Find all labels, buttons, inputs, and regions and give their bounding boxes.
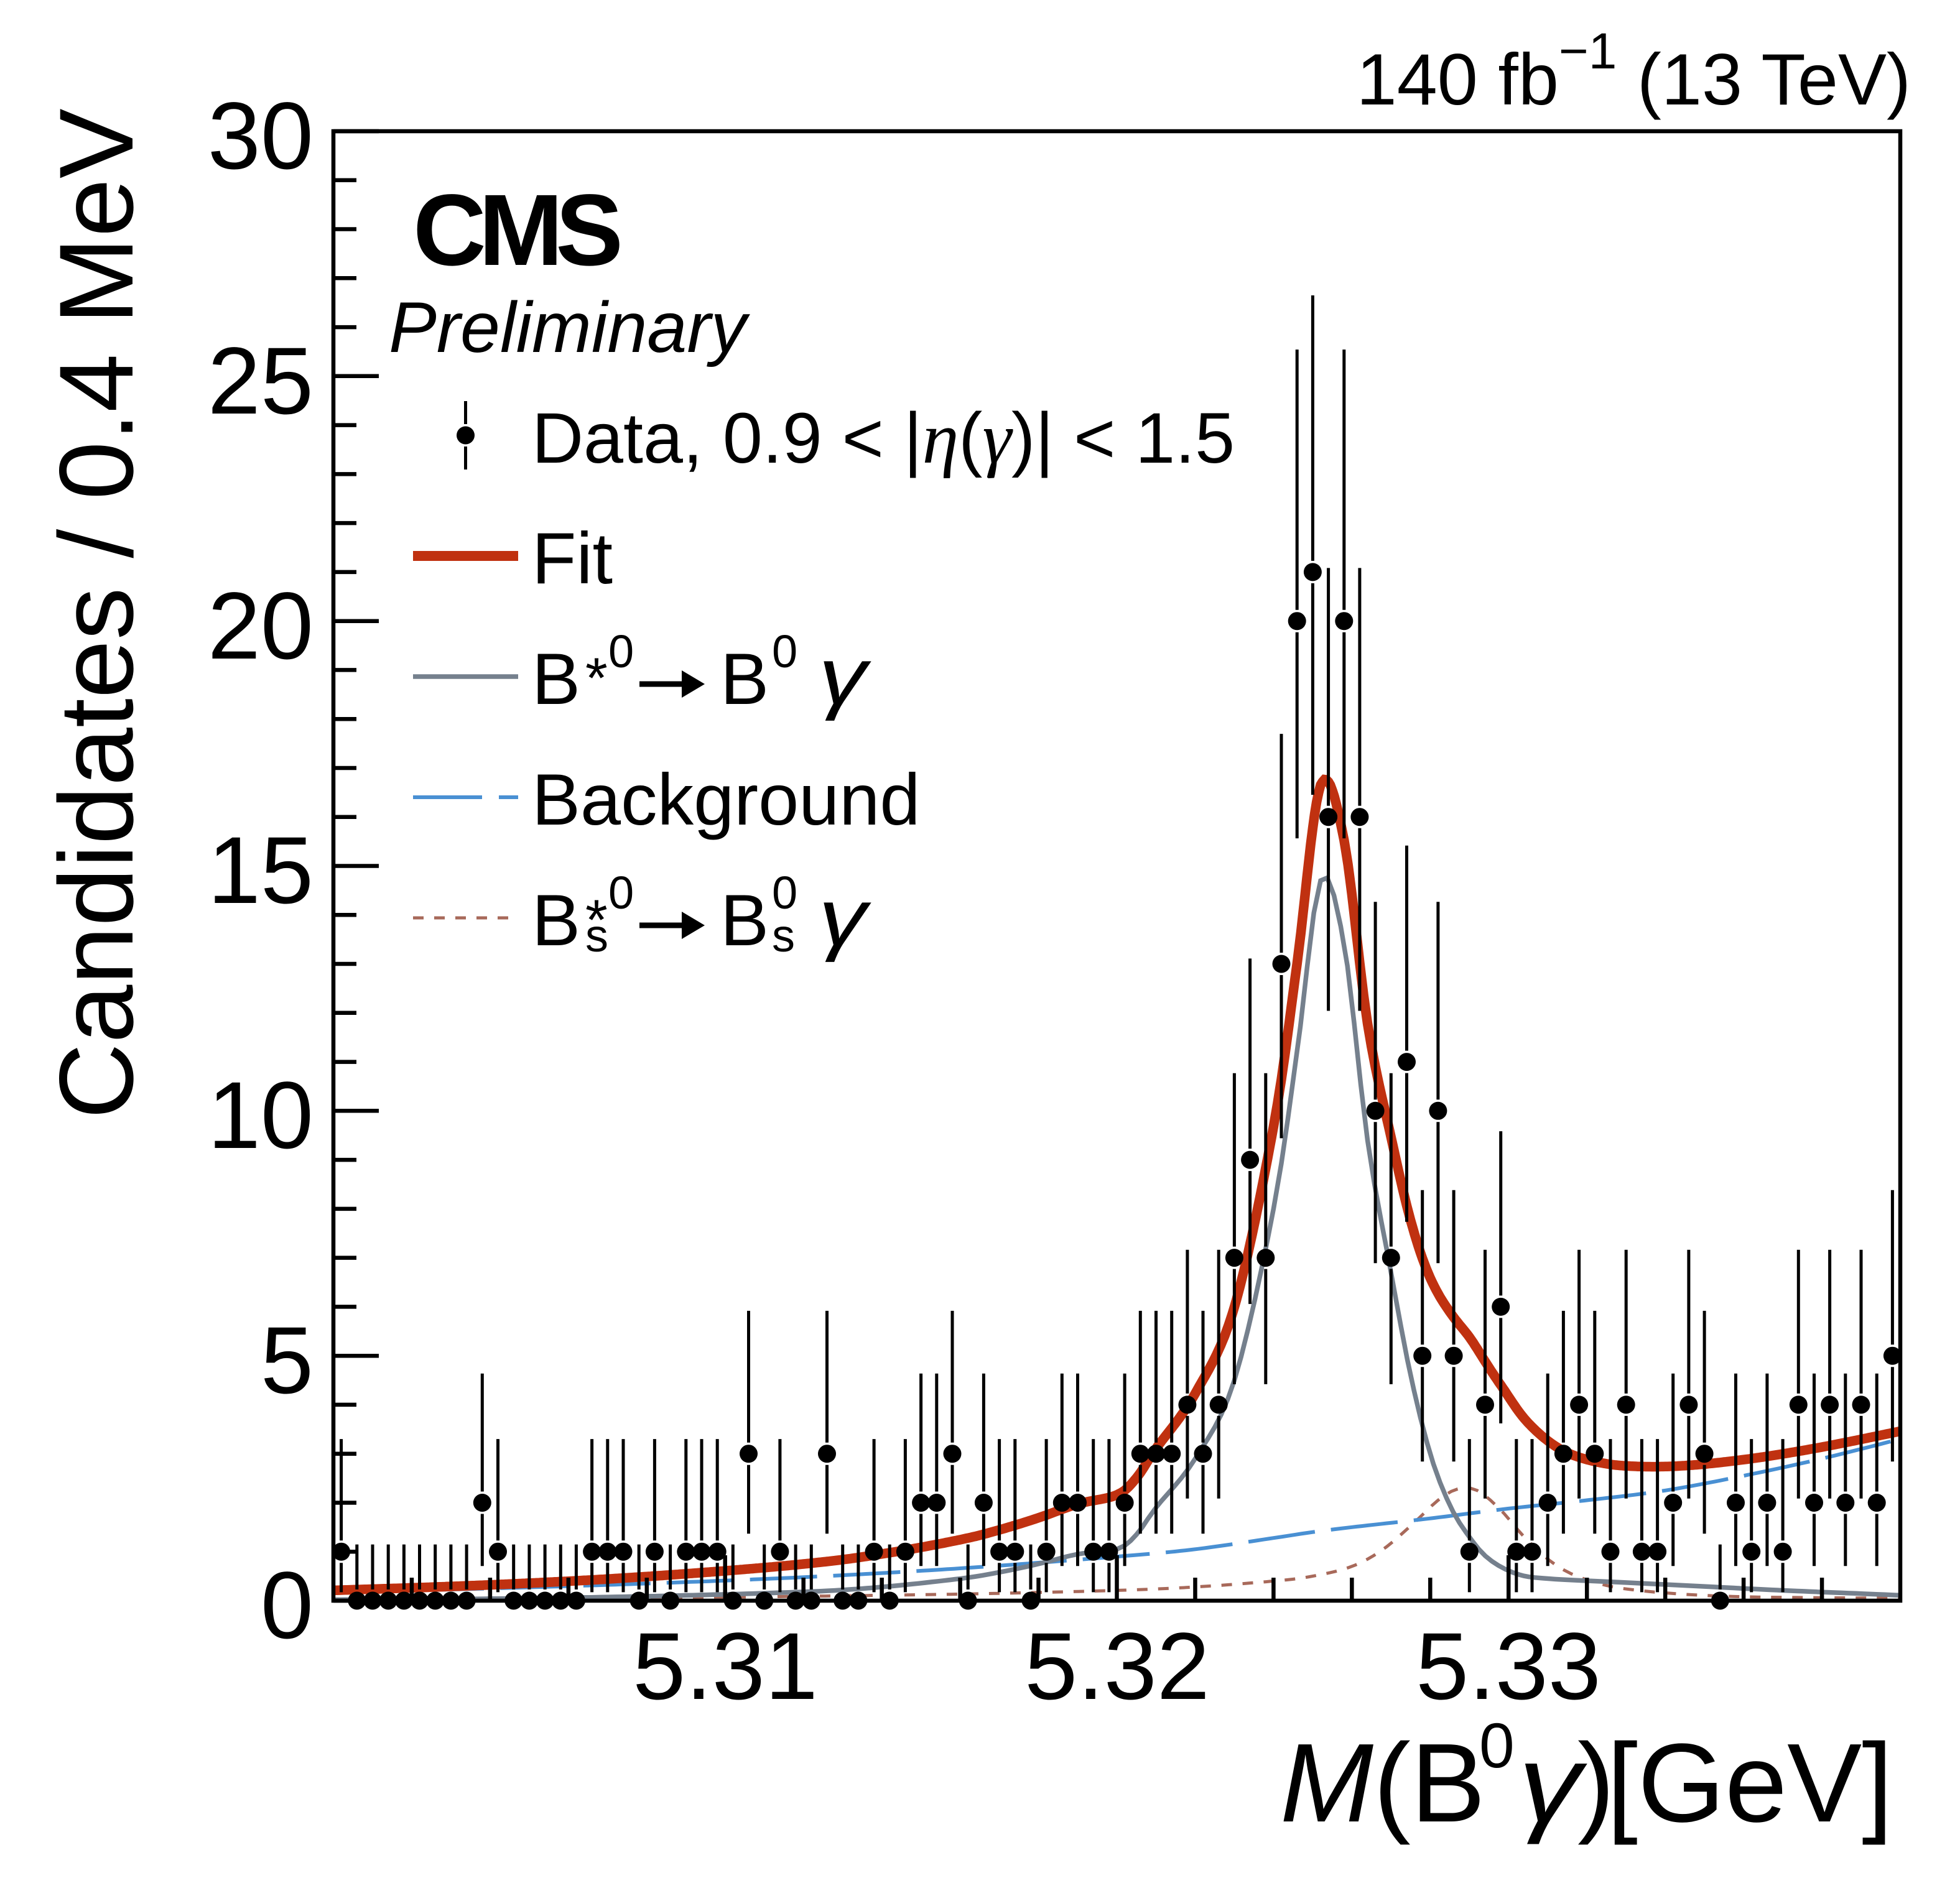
svg-text:0: 0	[608, 626, 634, 677]
svg-text:γ: γ	[819, 632, 872, 722]
svg-text:(B: (B	[1373, 1721, 1485, 1846]
svg-text:): )	[1577, 1721, 1615, 1846]
svg-text:Preliminary: Preliminary	[389, 288, 751, 368]
svg-text:s: s	[585, 910, 608, 961]
svg-text:10: 10	[208, 1062, 314, 1168]
svg-text:5.32: 5.32	[1024, 1613, 1210, 1719]
svg-text:20: 20	[208, 573, 314, 679]
svg-text:[GeV]: [GeV]	[1607, 1721, 1893, 1846]
svg-text:5.31: 5.31	[633, 1613, 818, 1719]
svg-text:B: B	[720, 638, 769, 719]
svg-text:B: B	[532, 638, 580, 719]
svg-text:Candidates / 0.4 MeV: Candidates / 0.4 MeV	[37, 108, 155, 1119]
svg-text:5: 5	[261, 1307, 314, 1413]
svg-text:140 fb−1 (13 TeV): 140 fb−1 (13 TeV)	[1357, 23, 1911, 120]
svg-text:γ: γ	[1518, 1723, 1587, 1845]
svg-text:Background: Background	[532, 759, 920, 840]
svg-text:15: 15	[208, 817, 314, 923]
svg-text:*: *	[585, 889, 608, 952]
svg-text:25: 25	[208, 328, 314, 434]
svg-text:30: 30	[208, 83, 314, 189]
svg-text:Fit: Fit	[532, 517, 613, 599]
svg-text:0: 0	[608, 867, 634, 918]
svg-text:0: 0	[1479, 1710, 1515, 1781]
svg-text:*: *	[585, 647, 608, 710]
svg-text:5.33: 5.33	[1416, 1613, 1601, 1719]
svg-text:0: 0	[772, 867, 797, 918]
svg-text:M: M	[1280, 1721, 1373, 1846]
svg-text:0: 0	[772, 626, 797, 677]
svg-text:Data, 0.9 < |η(γ)| < 1.5: Data, 0.9 < |η(γ)| < 1.5	[532, 397, 1235, 479]
svg-text:γ: γ	[819, 873, 872, 963]
svg-text:B: B	[532, 879, 580, 961]
svg-text:s: s	[772, 910, 795, 961]
svg-text:B: B	[720, 879, 769, 961]
svg-text:CMS: CMS	[413, 173, 623, 287]
svg-text:0: 0	[261, 1552, 314, 1659]
